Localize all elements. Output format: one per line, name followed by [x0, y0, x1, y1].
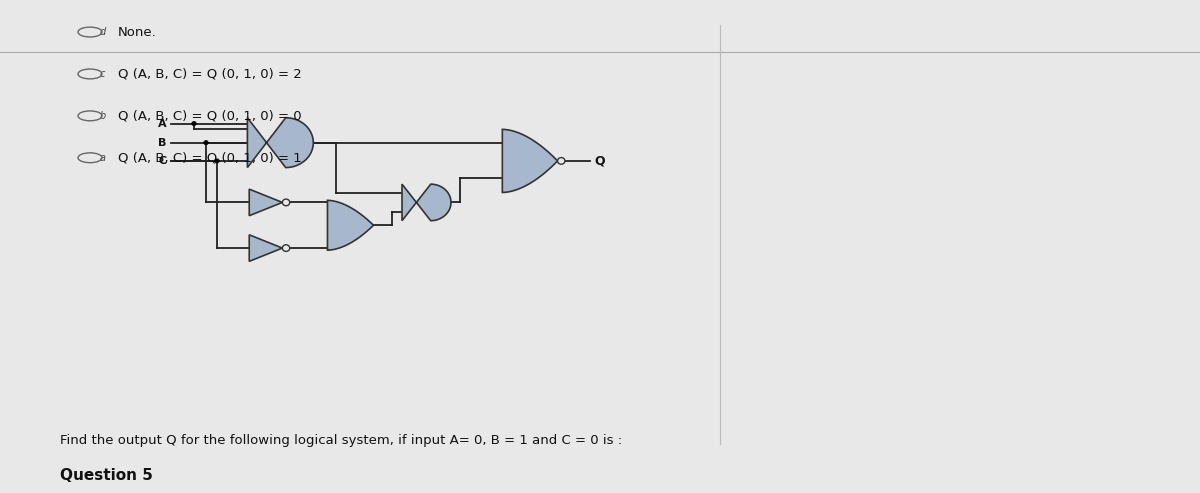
Polygon shape	[247, 118, 313, 168]
Text: None.: None.	[118, 26, 156, 38]
Circle shape	[204, 141, 209, 145]
Text: c: c	[100, 69, 104, 79]
Text: C: C	[158, 156, 167, 166]
Text: Question 5: Question 5	[60, 468, 152, 483]
Polygon shape	[328, 200, 373, 250]
Text: b: b	[100, 111, 106, 121]
Text: a: a	[100, 153, 106, 163]
Text: B: B	[158, 138, 167, 147]
Text: d: d	[100, 27, 106, 37]
Circle shape	[215, 159, 220, 163]
Text: Q (A, B, C) = Q (0, 1, 0) = 1: Q (A, B, C) = Q (0, 1, 0) = 1	[118, 151, 301, 164]
Polygon shape	[250, 235, 282, 261]
Text: Q (A, B, C) = Q (0, 1, 0) = 0: Q (A, B, C) = Q (0, 1, 0) = 0	[118, 109, 301, 122]
Text: A: A	[157, 118, 167, 129]
Circle shape	[558, 158, 565, 164]
Text: Q (A, B, C) = Q (0, 1, 0) = 2: Q (A, B, C) = Q (0, 1, 0) = 2	[118, 68, 301, 80]
Polygon shape	[250, 189, 282, 216]
Circle shape	[282, 245, 289, 251]
Polygon shape	[402, 184, 451, 221]
Text: Find the output Q for the following logical system, if input A= 0, B = 1 and C =: Find the output Q for the following logi…	[60, 434, 622, 447]
Polygon shape	[503, 129, 558, 192]
Circle shape	[192, 121, 197, 126]
Text: Q: Q	[594, 154, 605, 168]
Circle shape	[282, 199, 289, 206]
